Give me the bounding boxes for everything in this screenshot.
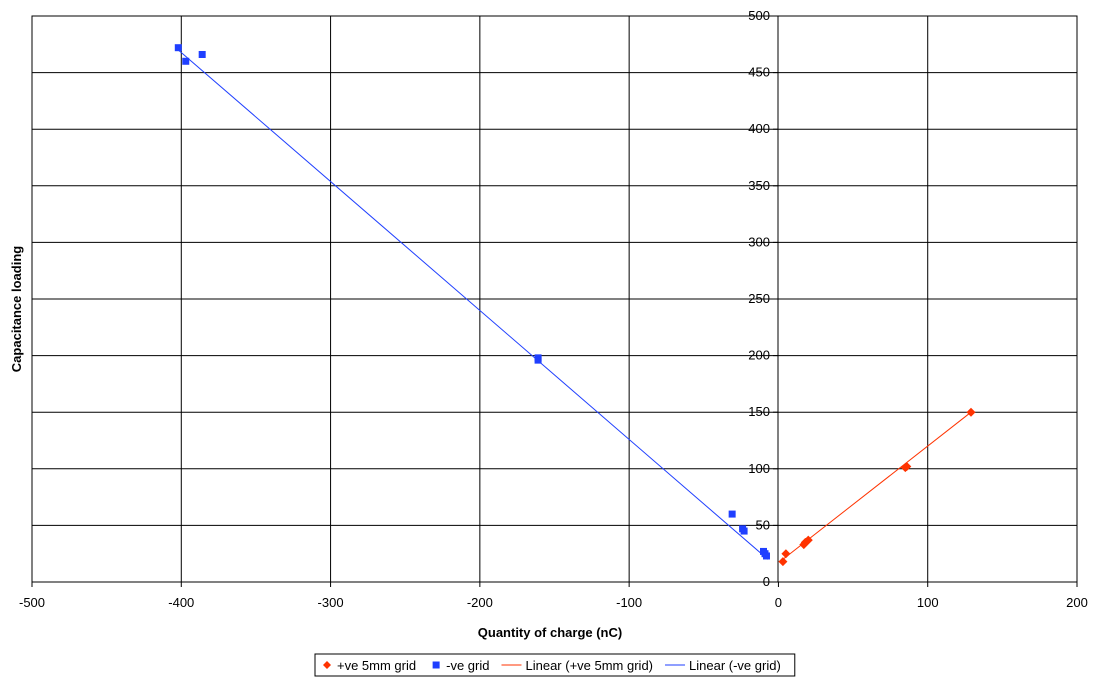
- y-tick-label: 250: [748, 291, 770, 306]
- plot-frame: [31, 15, 1078, 583]
- legend-box: [314, 653, 796, 677]
- legend-label: Linear (-ve grid): [689, 658, 781, 673]
- y-tick-label: 0: [763, 574, 770, 589]
- trendline: [781, 411, 972, 561]
- x-tick-label: -200: [467, 595, 493, 610]
- data-point-diamond: [902, 462, 912, 472]
- x-tick-label: -400: [168, 595, 194, 610]
- legend-label: -ve grid: [446, 658, 489, 673]
- data-point-square: [728, 510, 736, 518]
- legend-marker-diamond: [323, 661, 331, 669]
- data-point-diamond: [803, 535, 813, 545]
- data-marks: [174, 44, 976, 567]
- y-tick-label: 500: [748, 8, 770, 23]
- y-axis-title: Capacitance loading: [9, 246, 24, 372]
- y-tick-label: 200: [748, 348, 770, 363]
- x-tick-label: 0: [775, 595, 782, 610]
- x-tick-label: -300: [318, 595, 344, 610]
- gridlines: [32, 16, 1077, 582]
- data-point-square: [534, 356, 542, 364]
- y-tick-label: 400: [748, 121, 770, 136]
- y-tick-label: 150: [748, 404, 770, 419]
- data-point-diamond: [778, 557, 788, 567]
- trendline: [177, 49, 769, 560]
- legend: +ve 5mm grid -ve grid Linear (+ve 5mm grid…: [314, 653, 796, 677]
- y-tick-label: 100: [748, 461, 770, 476]
- data-point-square: [174, 44, 182, 52]
- legend-label: +ve 5mm grid: [337, 658, 416, 673]
- y-tick-label: 50: [756, 517, 770, 532]
- x-axis-title: Quantity of charge (nC): [478, 625, 622, 640]
- data-point-square: [740, 527, 748, 535]
- y-tick-label: 350: [748, 178, 770, 193]
- axes: 0 50 100 150 200 250 300 350 400 450 500 -500 -400 -3…: [19, 8, 1088, 610]
- data-point-diamond: [781, 549, 791, 559]
- legend-marker-square: [432, 661, 440, 669]
- x-tick-label: -500: [19, 595, 45, 610]
- legend-label: Linear (+ve 5mm grid): [525, 658, 653, 673]
- data-point-square: [762, 552, 770, 560]
- x-tick-label: 200: [1066, 595, 1088, 610]
- data-point-diamond: [966, 407, 976, 417]
- x-tick-label: 100: [917, 595, 939, 610]
- y-tick-label: 300: [748, 234, 770, 249]
- data-point-square: [182, 57, 190, 65]
- y-tick-label: 450: [748, 65, 770, 80]
- data-point-square: [198, 50, 206, 58]
- x-tick-label: -100: [616, 595, 642, 610]
